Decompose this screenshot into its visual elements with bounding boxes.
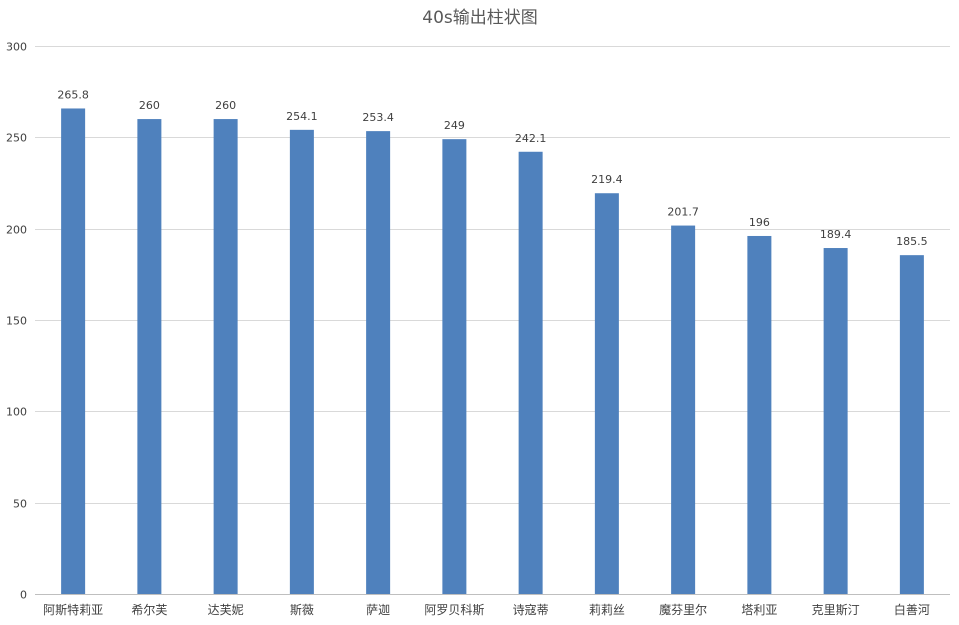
x-tick-label: 魔芬里尔 (659, 602, 707, 617)
x-axis-ticks: 阿斯特莉亚 希尔芙 达芙妮 斯薇 萨迦 阿罗贝科斯 诗寇蒂 莉莉丝 魔芬里尔 塔利亚 克里斯汀 白善河 (43, 602, 930, 617)
bar (747, 235, 772, 594)
y-tick-label: 0 (20, 589, 27, 602)
bar (518, 151, 543, 594)
bar (137, 119, 162, 595)
chart-title: 40s输出柱状图 (422, 8, 538, 28)
data-label: 242.1 (515, 132, 547, 145)
data-label: 260 (139, 99, 160, 112)
data-label: 196 (749, 216, 770, 229)
bar (899, 255, 924, 595)
bar (61, 108, 86, 595)
bar (594, 193, 619, 594)
x-tick-label: 白善河 (894, 602, 930, 617)
data-label: 260 (215, 99, 236, 112)
data-label: 253.4 (362, 111, 394, 124)
bar (442, 139, 467, 594)
y-axis-ticks: 0 50 100 150 200 250 300 (6, 41, 27, 602)
data-label: 254.1 (286, 110, 318, 123)
x-tick-label: 克里斯汀 (812, 603, 860, 617)
x-tick-label: 阿斯特莉亚 (43, 602, 103, 617)
data-label: 249 (444, 119, 465, 132)
x-tick-label: 希尔芙 (131, 602, 167, 617)
x-tick-label: 萨迦 (366, 603, 390, 617)
data-label: 219.4 (591, 173, 623, 186)
x-tick-label: 斯薇 (290, 603, 314, 617)
data-label: 185.5 (896, 235, 928, 248)
bar (671, 225, 696, 594)
data-labels: 265.8 260 260 254.1 253.4 249 242.1 219.4 201.7 1… (57, 88, 927, 248)
gridlines (35, 46, 950, 595)
y-tick-label: 50 (13, 498, 27, 511)
x-tick-label: 诗寇蒂 (513, 602, 549, 617)
x-tick-label: 莉莉丝 (589, 603, 625, 617)
x-tick-label: 达芙妮 (208, 603, 244, 617)
bar (289, 129, 314, 594)
x-tick-label: 阿罗贝科斯 (424, 603, 484, 617)
bar (213, 119, 238, 595)
y-tick-label: 250 (6, 132, 27, 145)
y-tick-label: 300 (6, 41, 27, 54)
y-tick-label: 200 (6, 224, 27, 237)
data-label: 201.7 (667, 206, 699, 219)
bars (61, 108, 924, 595)
x-tick-label: 塔利亚 (741, 603, 777, 617)
y-tick-label: 150 (6, 315, 27, 328)
data-label: 189.4 (820, 228, 852, 241)
bar (823, 248, 848, 594)
bar (366, 131, 391, 594)
data-label: 265.8 (57, 88, 89, 101)
y-tick-label: 100 (6, 406, 27, 419)
